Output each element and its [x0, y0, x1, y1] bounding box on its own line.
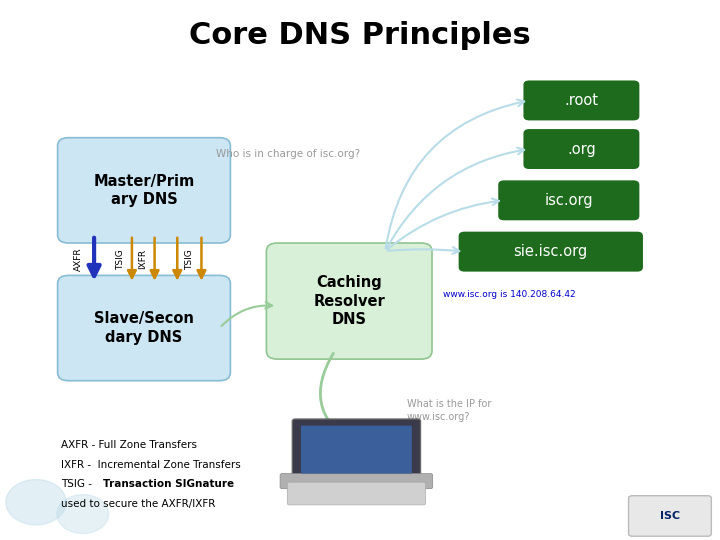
FancyBboxPatch shape [459, 232, 643, 272]
Circle shape [6, 480, 66, 525]
FancyBboxPatch shape [58, 275, 230, 381]
Text: TSIG -: TSIG - [61, 480, 96, 489]
Text: Who is in charge of isc.org?: Who is in charge of isc.org? [216, 149, 360, 159]
FancyBboxPatch shape [301, 426, 412, 474]
Text: Caching
Resolver
DNS: Caching Resolver DNS [313, 275, 385, 327]
FancyBboxPatch shape [498, 180, 639, 220]
Text: ISC: ISC [660, 511, 680, 521]
Circle shape [57, 495, 109, 534]
FancyBboxPatch shape [287, 482, 426, 505]
Text: Slave/Secon
dary DNS: Slave/Secon dary DNS [94, 311, 194, 345]
Text: isc.org: isc.org [544, 193, 593, 208]
Text: IXFR: IXFR [138, 249, 148, 269]
FancyBboxPatch shape [280, 474, 433, 489]
FancyBboxPatch shape [523, 80, 639, 120]
FancyBboxPatch shape [292, 419, 420, 480]
Text: .org: .org [567, 141, 595, 157]
Text: IXFR -  Incremental Zone Transfers: IXFR - Incremental Zone Transfers [61, 460, 241, 470]
FancyBboxPatch shape [629, 496, 711, 536]
Text: What is the IP for
www.isc.org?: What is the IP for www.isc.org? [407, 399, 491, 422]
FancyBboxPatch shape [58, 138, 230, 243]
Text: www.isc.org is 140.208.64.42: www.isc.org is 140.208.64.42 [443, 290, 575, 299]
Text: Core DNS Principles: Core DNS Principles [189, 21, 531, 50]
Text: AXFR: AXFR [73, 247, 83, 271]
Text: sie.isc.org: sie.isc.org [513, 244, 588, 259]
Text: AXFR - Full Zone Transfers: AXFR - Full Zone Transfers [61, 441, 197, 450]
Text: TSIG: TSIG [116, 249, 125, 269]
Text: TSIG: TSIG [186, 249, 194, 269]
FancyBboxPatch shape [523, 129, 639, 169]
Text: Transaction SIGnature: Transaction SIGnature [103, 480, 234, 489]
FancyBboxPatch shape [266, 243, 432, 359]
Text: Master/Prim
ary DNS: Master/Prim ary DNS [94, 173, 194, 207]
Text: used to secure the AXFR/IXFR: used to secure the AXFR/IXFR [61, 499, 215, 509]
Text: .root: .root [564, 93, 598, 108]
